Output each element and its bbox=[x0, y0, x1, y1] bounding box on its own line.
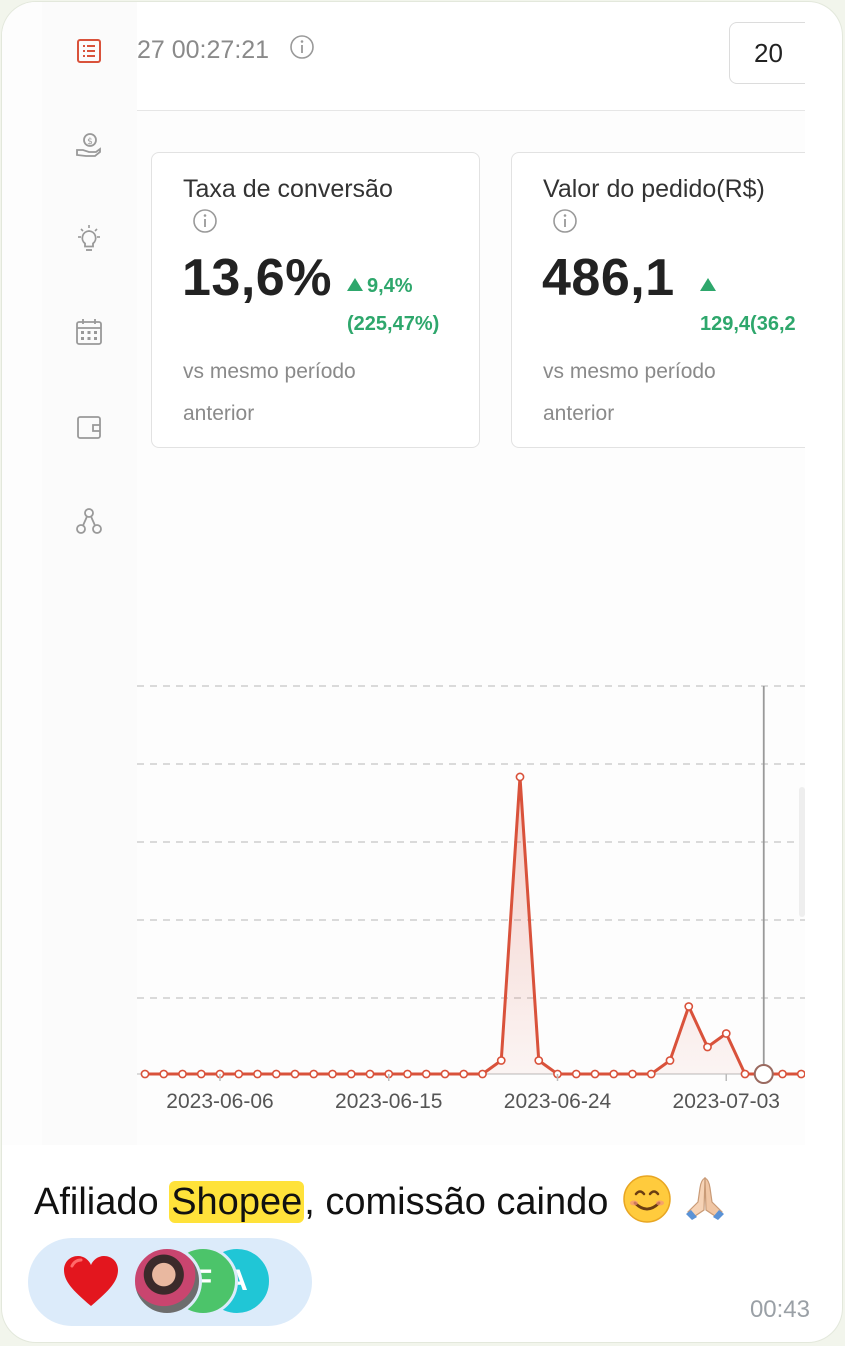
comparison-line-2: anterior bbox=[183, 402, 255, 425]
comparison-label: vs mesmo período anterior bbox=[183, 351, 423, 435]
data-point bbox=[440, 1069, 450, 1079]
data-point bbox=[365, 1069, 375, 1079]
data-point bbox=[459, 1069, 469, 1079]
data-point bbox=[421, 1069, 431, 1079]
svg-text:$: $ bbox=[87, 137, 93, 147]
x-tick-label: 2023-06-24 bbox=[504, 1090, 612, 1113]
message-text: Afiliado Shopee, comissão caindo bbox=[34, 1174, 730, 1224]
data-point bbox=[196, 1069, 206, 1079]
scrollbar[interactable] bbox=[799, 787, 805, 917]
comparison-line-1: vs mesmo período bbox=[543, 360, 716, 383]
data-point bbox=[721, 1029, 731, 1038]
avatar-photo bbox=[132, 1246, 202, 1316]
data-point bbox=[646, 1069, 656, 1079]
card-title: Valor do pedido(R$) bbox=[543, 175, 765, 203]
trend-chart[interactable]: 2023-06-06 2023-06-15 2023-06-24 2023-07-03 bbox=[137, 642, 805, 1122]
conversion-rate-card: Taxa de conversão 13,6% 9,4% (225,47%) v… bbox=[151, 152, 480, 448]
data-point bbox=[271, 1069, 281, 1079]
message-text-end: , comissão caindo bbox=[304, 1181, 609, 1223]
delta-text: 9,4% bbox=[367, 275, 413, 297]
delta-value bbox=[700, 275, 720, 298]
data-point bbox=[571, 1069, 581, 1079]
info-icon[interactable] bbox=[192, 208, 218, 234]
data-point bbox=[665, 1056, 675, 1065]
top-bar: 27 00:27:21 20 bbox=[137, 2, 805, 111]
x-tick-label: 2023-06-06 bbox=[166, 1090, 273, 1113]
data-point bbox=[328, 1069, 337, 1079]
comparison-line-1: vs mesmo período bbox=[183, 360, 356, 383]
money-hand-icon[interactable]: $ bbox=[72, 129, 106, 163]
data-point bbox=[140, 1069, 150, 1079]
data-point bbox=[590, 1069, 600, 1079]
data-point bbox=[496, 1056, 506, 1065]
data-point bbox=[684, 1002, 694, 1011]
data-point bbox=[478, 1069, 487, 1079]
network-icon[interactable] bbox=[72, 504, 106, 538]
data-point bbox=[628, 1069, 637, 1079]
delta-value: 9,4% bbox=[347, 275, 413, 298]
delta-percent: 129,4(36,2 bbox=[700, 313, 796, 335]
series-area bbox=[145, 776, 802, 1074]
info-icon[interactable] bbox=[289, 34, 315, 60]
list-icon[interactable] bbox=[72, 34, 106, 68]
highlighted-word: Shopee bbox=[169, 1181, 305, 1223]
data-point bbox=[778, 1069, 787, 1079]
screenshot-image[interactable]: $ 27 00:27:21 20 Taxa de conversão bbox=[2, 2, 805, 1145]
smiling-face-icon bbox=[623, 1175, 672, 1223]
data-point bbox=[253, 1069, 262, 1079]
data-point bbox=[346, 1069, 356, 1079]
update-timestamp: 27 00:27:21 bbox=[137, 36, 270, 64]
data-point bbox=[309, 1069, 319, 1079]
data-point bbox=[178, 1069, 187, 1079]
calendar-icon[interactable] bbox=[72, 315, 106, 349]
data-point bbox=[515, 772, 525, 782]
folded-hands-icon bbox=[686, 1177, 725, 1220]
data-point bbox=[234, 1069, 244, 1079]
data-point bbox=[740, 1069, 750, 1079]
order-value-card: Valor do pedido(R$) 486,1 129,4(36,2 vs … bbox=[511, 152, 805, 448]
date-range-button[interactable]: 20 bbox=[729, 22, 805, 84]
data-point bbox=[403, 1069, 412, 1079]
lightbulb-icon[interactable] bbox=[72, 222, 106, 256]
card-value: 13,6% bbox=[182, 249, 332, 307]
data-point bbox=[703, 1042, 712, 1052]
comparison-line-2: anterior bbox=[543, 402, 615, 425]
card-value: 486,1 bbox=[542, 249, 675, 307]
arrow-up-icon bbox=[347, 278, 363, 291]
comparison-label: vs mesmo período anterior bbox=[543, 351, 783, 435]
data-point bbox=[753, 1064, 774, 1084]
data-point bbox=[159, 1069, 169, 1079]
arrow-up-icon bbox=[700, 278, 716, 291]
reactions-pill[interactable]: A F bbox=[28, 1238, 312, 1326]
sidebar: $ bbox=[42, 2, 137, 1145]
card-title: Taxa de conversão bbox=[183, 175, 393, 203]
data-point bbox=[796, 1069, 805, 1079]
message-time: 00:43 bbox=[749, 1296, 810, 1323]
x-tick-label: 2023-06-15 bbox=[335, 1090, 442, 1113]
data-point bbox=[534, 1056, 544, 1065]
message-text-start: Afiliado bbox=[34, 1181, 170, 1223]
wallet-icon[interactable] bbox=[72, 410, 106, 444]
delta-percent: (225,47%) bbox=[347, 313, 440, 335]
data-point bbox=[290, 1069, 300, 1079]
x-tick-label: 2023-07-03 bbox=[673, 1090, 780, 1113]
series-line bbox=[145, 775, 802, 1076]
info-icon[interactable] bbox=[552, 208, 578, 234]
heart-icon bbox=[64, 1256, 118, 1306]
data-point bbox=[609, 1069, 619, 1079]
